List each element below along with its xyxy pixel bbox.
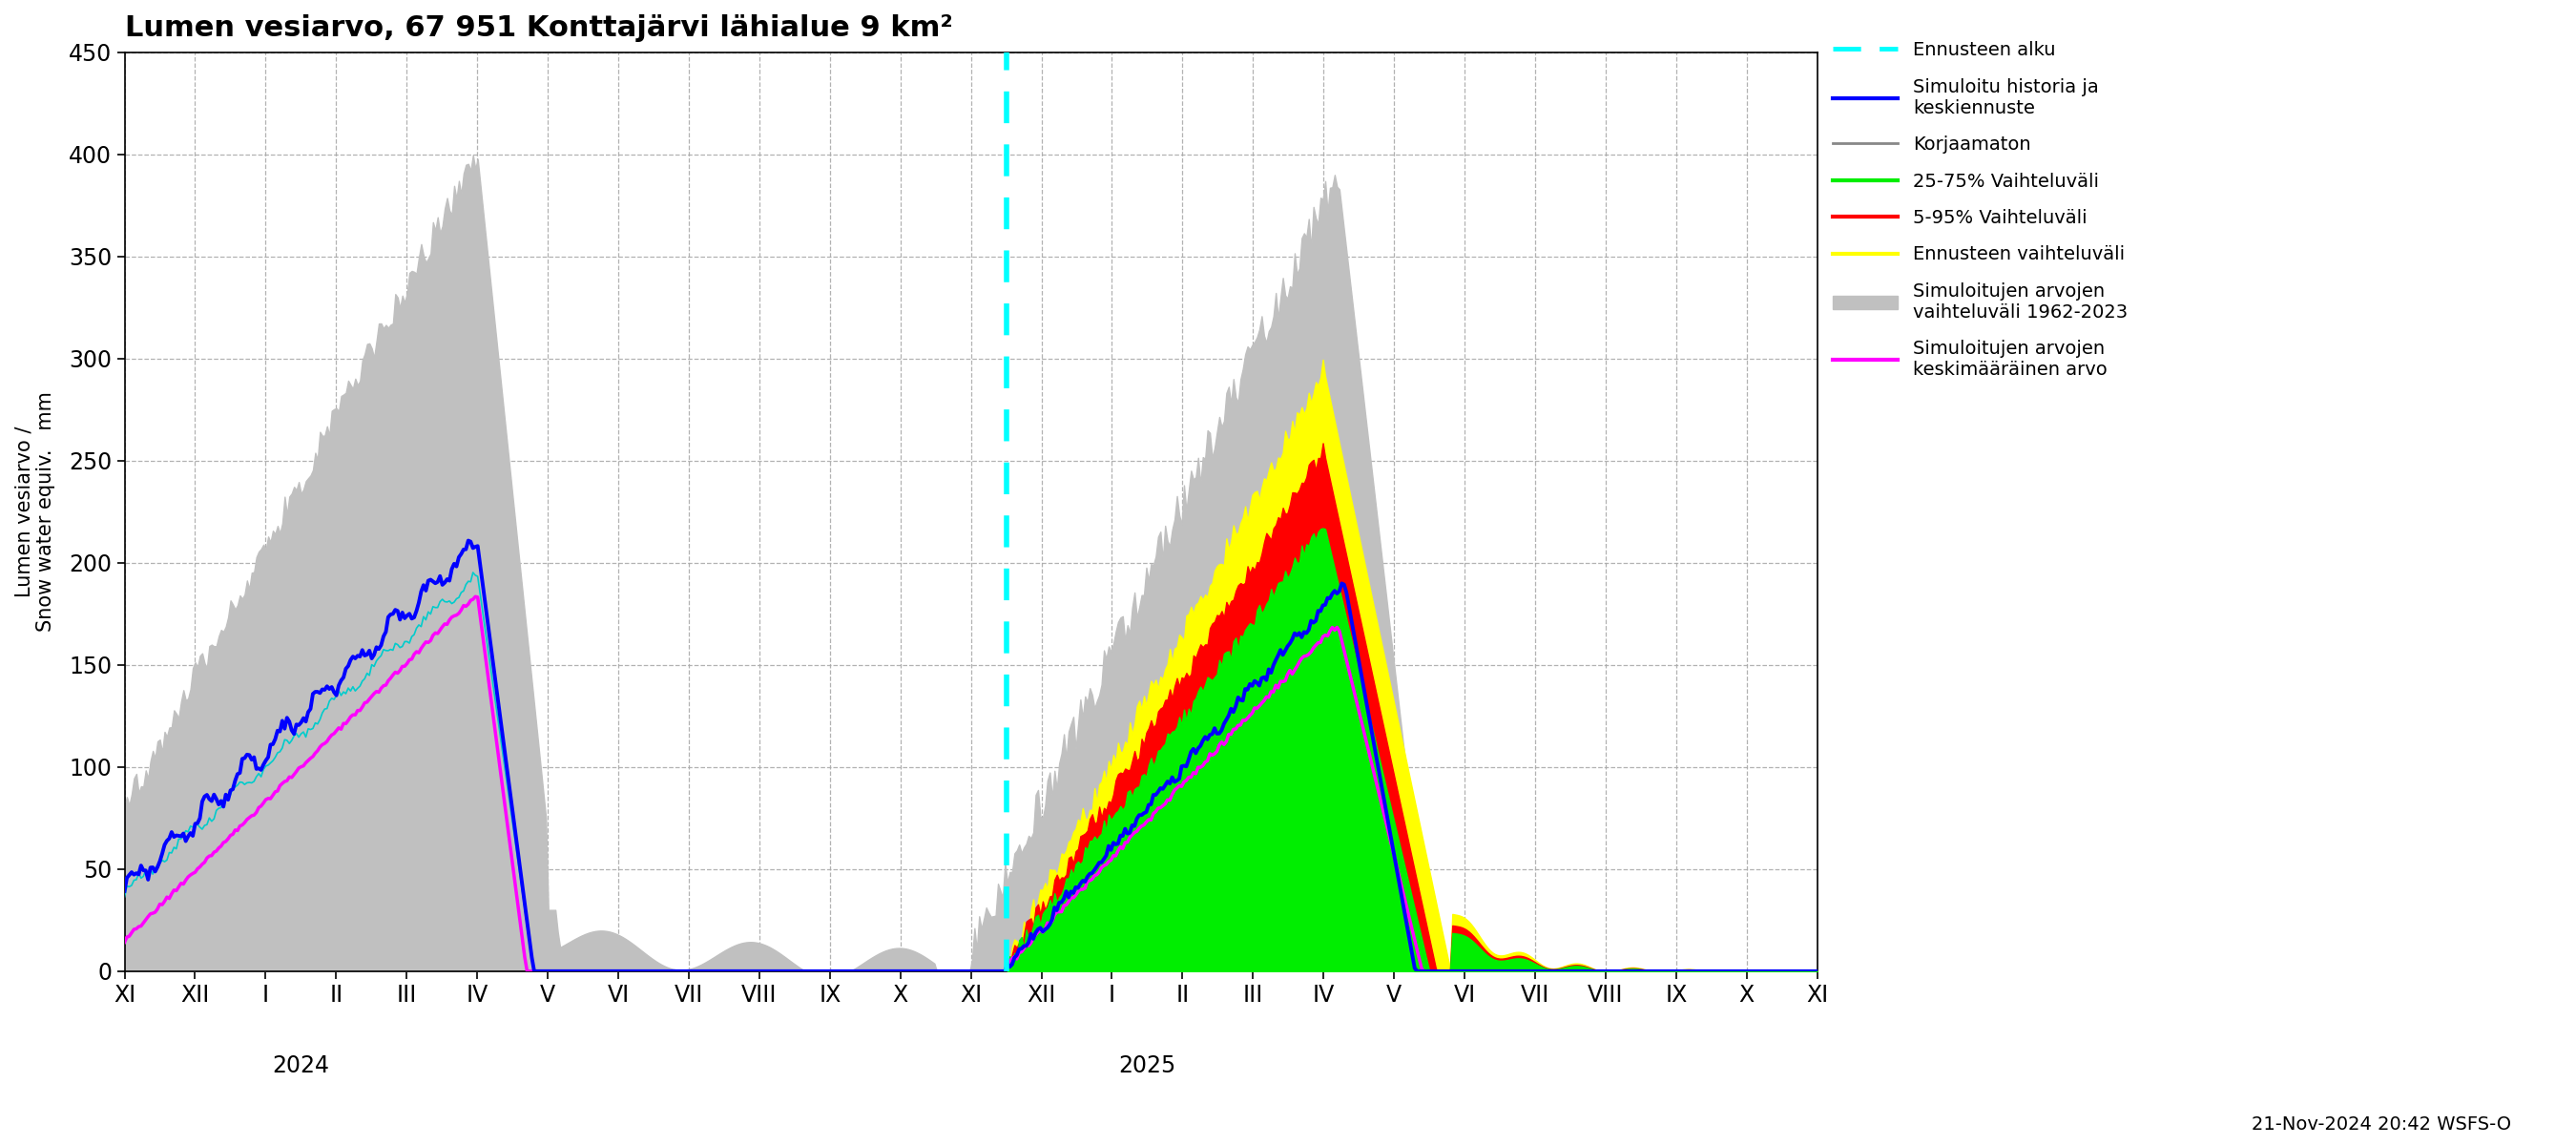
Text: 2025: 2025 [1118, 1053, 1177, 1076]
Y-axis label: Lumen vesiarvo /
Snow water equiv.   mm: Lumen vesiarvo / Snow water equiv. mm [15, 392, 57, 632]
Text: 2024: 2024 [273, 1053, 330, 1076]
Text: 21-Nov-2024 20:42 WSFS-O: 21-Nov-2024 20:42 WSFS-O [2251, 1115, 2512, 1134]
Legend: Ennusteen alku, Simuloitu historia ja
keskiennuste, Korjaamaton, 25-75% Vaihtelu: Ennusteen alku, Simuloitu historia ja ke… [1826, 34, 2136, 387]
Text: Lumen vesiarvo, 67 951 Konttajärvi lähialue 9 km²: Lumen vesiarvo, 67 951 Konttajärvi lähia… [124, 14, 953, 42]
